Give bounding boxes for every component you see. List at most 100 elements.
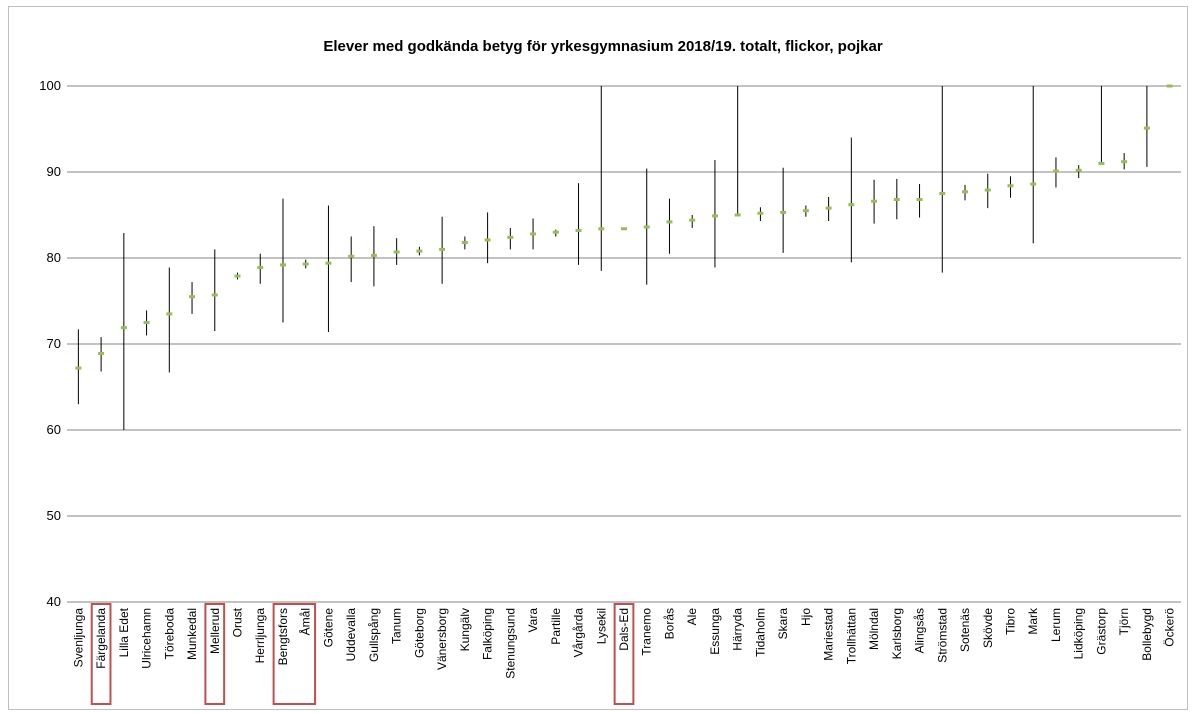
value-markers	[75, 84, 1173, 370]
value-marker	[893, 198, 900, 202]
value-marker	[871, 199, 878, 203]
value-marker	[575, 228, 582, 232]
value-marker	[325, 261, 332, 265]
value-marker	[825, 206, 832, 210]
x-tick-label: Dals-Ed	[617, 608, 631, 651]
value-marker	[416, 249, 423, 253]
y-tick-label-100: 100	[39, 78, 61, 93]
x-tick-label: Essunga	[708, 608, 722, 655]
value-marker	[621, 227, 627, 231]
value-marker	[734, 213, 741, 217]
value-marker	[393, 250, 400, 254]
x-tick-label: Skara	[776, 608, 790, 640]
x-tick-label: Ulricehamn	[140, 608, 154, 669]
x-tick-label: Åmål	[298, 608, 313, 635]
x-tick-label: Lysekil	[594, 608, 608, 644]
x-tick-label: Lerum	[1049, 608, 1063, 642]
x-tick-label: Ale	[685, 608, 699, 626]
chart-svg: Elever med godkända betyg för yrkesgymna…	[39, 38, 1181, 705]
value-marker	[439, 247, 446, 251]
value-marker	[689, 218, 696, 222]
x-axis-labels: Svenljunga Färgelanda Lilla Edet Ulricehamn…	[71, 607, 1176, 679]
x-tick-label: Falköping	[481, 608, 495, 660]
x-tick-label: Trollhättan	[844, 608, 858, 664]
chart-frame: Elever med godkända betyg för yrkesgymna…	[8, 6, 1188, 710]
x-tick-label: Töreboda	[162, 608, 176, 660]
value-marker	[711, 214, 718, 218]
x-tick-label: Öckerö	[1163, 608, 1177, 647]
x-tick-label: Tjörn	[1117, 608, 1131, 635]
x-tick-label: Bollebygd	[1140, 608, 1154, 661]
x-tick-label: Strömstad	[935, 608, 949, 663]
x-tick-label: Göteborg	[412, 608, 426, 658]
value-marker	[1166, 84, 1173, 88]
x-tick-label: Tranemo	[640, 608, 654, 656]
highlight-box	[613, 603, 635, 705]
x-tick-label: Borås	[662, 608, 676, 639]
x-tick-label: Munkedal	[185, 608, 199, 660]
value-marker	[348, 254, 355, 258]
value-marker	[302, 262, 309, 266]
x-tick-label: Karlsborg	[890, 608, 904, 659]
x-tick-label: Hjo	[799, 608, 813, 626]
value-marker	[98, 351, 105, 355]
value-marker	[598, 227, 605, 231]
y-tick-label-50: 50	[47, 508, 61, 523]
value-marker	[802, 209, 809, 213]
x-tick-label: Lidköping	[1072, 608, 1086, 659]
value-marker	[279, 263, 286, 267]
value-marker	[848, 203, 855, 207]
x-tick-label: Stenungsund	[503, 608, 517, 679]
value-marker	[916, 198, 923, 202]
value-marker	[1030, 182, 1037, 186]
value-marker	[1075, 168, 1082, 172]
y-axis-ticks: 40 50 60 70 80 90 100	[39, 78, 61, 609]
y-tick-label-90: 90	[47, 164, 61, 179]
value-marker	[507, 235, 514, 239]
gridlines	[67, 85, 1181, 603]
value-marker	[484, 238, 491, 242]
x-tick-label: Vänersborg	[435, 608, 449, 670]
y-tick-label-40: 40	[47, 594, 61, 609]
highlight-box	[272, 603, 317, 705]
value-marker	[189, 295, 196, 299]
x-tick-label: Mölndal	[867, 608, 881, 650]
x-tick-label: Grästorp	[1094, 608, 1108, 655]
value-marker	[552, 230, 559, 234]
x-tick-label: Bengtsfors	[276, 608, 290, 665]
x-tick-label: Kungälv	[458, 608, 472, 651]
value-marker	[234, 274, 241, 278]
x-tick-label: Vårgårda	[572, 608, 586, 658]
value-marker	[530, 232, 537, 236]
value-marker	[257, 265, 264, 269]
value-marker	[370, 253, 377, 257]
value-marker	[1121, 160, 1128, 164]
x-tick-label: Tanum	[390, 608, 404, 644]
highlight-box	[204, 603, 226, 705]
x-tick-label: Mariestad	[822, 608, 836, 661]
value-marker	[120, 326, 127, 330]
x-tick-label: Tibro	[1003, 608, 1017, 635]
x-tick-label: Orust	[231, 607, 245, 637]
value-marker	[984, 188, 991, 192]
x-tick-label: Mark	[1026, 607, 1040, 635]
x-tick-label: Mellerud	[208, 608, 222, 654]
x-tick-label: Sotenäs	[958, 608, 972, 652]
value-marker	[757, 211, 764, 215]
x-tick-label: Herrljunga	[253, 608, 267, 664]
x-tick-label: Härryda	[731, 608, 745, 651]
value-marker	[461, 241, 468, 245]
x-tick-label: Gullspång	[367, 608, 381, 662]
value-marker	[166, 312, 173, 316]
highlight-box	[90, 603, 112, 705]
value-marker	[211, 293, 218, 297]
x-tick-label: Lilla Edet	[117, 607, 131, 657]
value-marker	[939, 192, 946, 195]
y-tick-label-60: 60	[47, 422, 61, 437]
x-tick-label: Vara	[526, 608, 540, 633]
value-marker	[780, 210, 787, 214]
value-marker	[643, 225, 650, 229]
value-marker	[1052, 169, 1059, 173]
value-marker	[1143, 126, 1150, 130]
x-tick-label: Tidaholm	[753, 608, 767, 657]
